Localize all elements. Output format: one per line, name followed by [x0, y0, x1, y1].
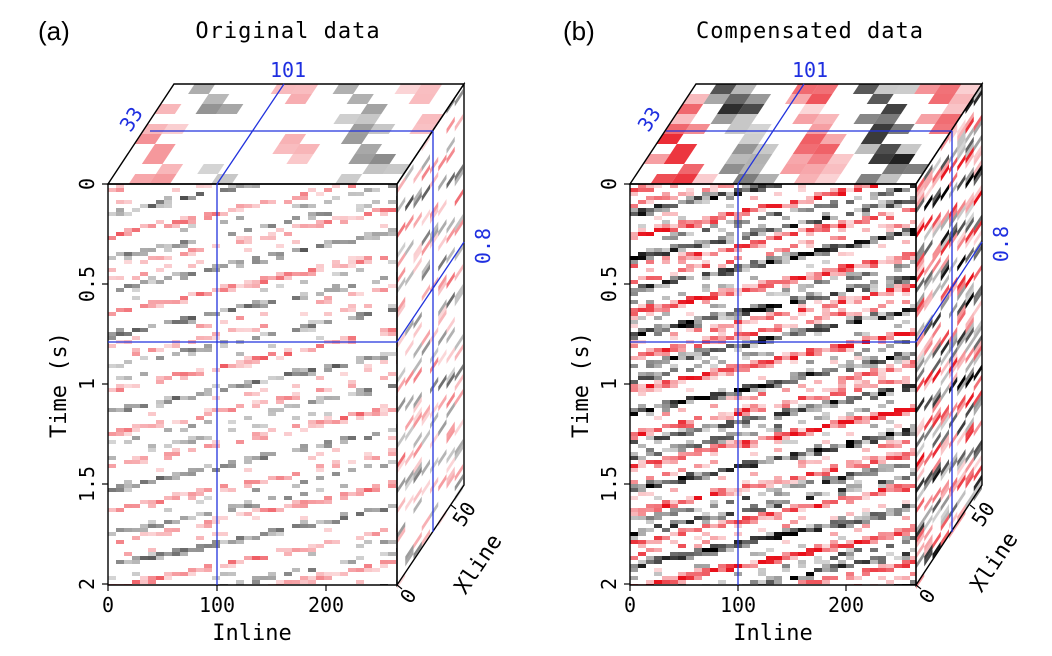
side-frame	[396, 81, 465, 588]
inline-axis-label: Inline	[212, 621, 291, 646]
panel-title: Compensated data	[696, 19, 924, 44]
side-frame	[915, 81, 983, 588]
time-tick-label: 1.5	[75, 466, 99, 502]
xline-tick-label: 0	[914, 584, 941, 607]
inline-tick-label: 0	[102, 593, 114, 617]
xline-axis-label: Xline	[450, 530, 508, 599]
inline-axis: 0 100 200 Inline	[624, 585, 864, 646]
inline-tick-label: 0	[624, 593, 636, 617]
inline-tick-label: 100	[199, 593, 235, 617]
panel-b: (b) Compensated data 101 33 0.8 0 0.5 1 …	[563, 16, 1023, 646]
front-face	[630, 184, 916, 585]
panel-a: (a) Original data 101 33 0.8 0 0.5 1	[38, 16, 507, 646]
inline-crossing-label: 101	[792, 58, 828, 82]
side-face	[916, 84, 982, 589]
inline-crosshair-top	[737, 83, 805, 185]
time-crosshair-side	[915, 241, 983, 343]
panel-title: Original data	[195, 19, 380, 44]
inline-axis-label: Inline	[733, 621, 812, 646]
time-tick-label: 1	[597, 378, 621, 390]
front-face	[108, 184, 397, 585]
inline-tick-label: 200	[308, 593, 344, 617]
panel-letter: (a)	[38, 16, 70, 46]
time-crossing-label: 0.8	[471, 228, 495, 264]
time-tick-label: 1.5	[597, 466, 621, 502]
inline-axis: 0 100 200 Inline	[102, 585, 344, 646]
xline-tick-label: 50	[967, 497, 1000, 530]
xline-axis-label: Xline	[966, 528, 1024, 597]
time-crossing-label: 0.8	[989, 226, 1013, 262]
time-tick-label: 2	[597, 578, 621, 590]
time-axis: 0 0.5 1 1.5 2 Time (s)	[47, 178, 108, 590]
panel-letter: (b)	[563, 16, 595, 46]
time-crosshair-side	[396, 241, 465, 343]
inline-tick-label: 200	[828, 593, 864, 617]
xline-crossing-label: 33	[633, 103, 666, 136]
inline-tick-label: 100	[720, 593, 756, 617]
time-axis-label: Time (s)	[47, 332, 72, 438]
time-axis-label: Time (s)	[569, 332, 594, 438]
inline-crosshair-top	[216, 83, 285, 185]
top-face	[128, 84, 444, 184]
inline-crossing-label: 101	[270, 58, 306, 82]
time-tick-label: 1	[75, 378, 99, 390]
time-tick-label: 0.5	[75, 266, 99, 302]
time-tick-label: 0	[75, 178, 99, 190]
xline-tick-label: 0	[395, 584, 422, 607]
time-axis: 0 0.5 1 1.5 2 Time (s)	[569, 178, 630, 590]
time-tick-label: 0.5	[597, 266, 621, 302]
time-tick-label: 2	[75, 578, 99, 590]
time-tick-label: 0	[597, 178, 621, 190]
